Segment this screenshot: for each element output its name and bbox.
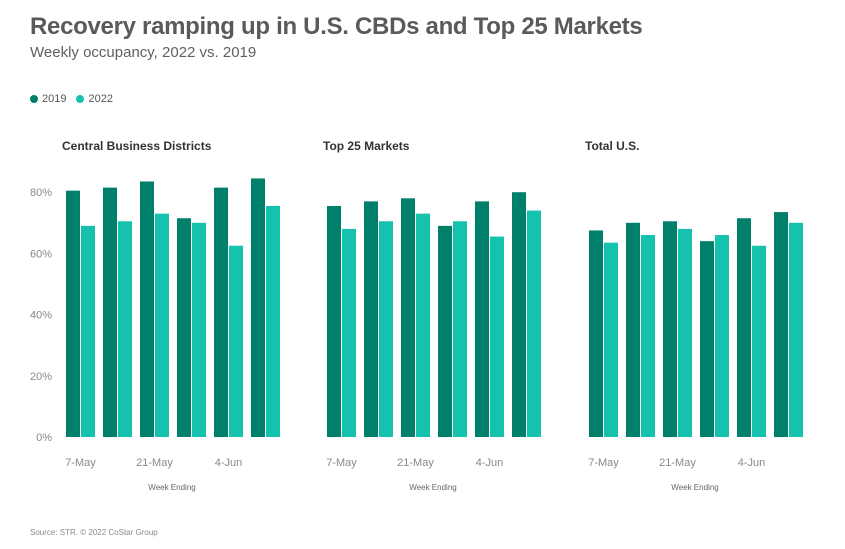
legend-item-2022[interactable]: 2022 bbox=[76, 93, 113, 105]
bar-2-2019-4[interactable] bbox=[737, 218, 751, 437]
x-axis-title-2: Week Ending bbox=[671, 483, 718, 492]
x-tick-label-2-2: 21-May bbox=[659, 457, 696, 469]
bar-1-2022-2[interactable] bbox=[416, 213, 430, 437]
x-tick-label-1-4: 4-Jun bbox=[476, 457, 504, 469]
bar-1-2022-5[interactable] bbox=[527, 210, 541, 437]
bar-1-2022-4[interactable] bbox=[490, 236, 504, 437]
chart-title: Recovery ramping up in U.S. CBDs and Top… bbox=[30, 13, 643, 40]
x-tick-label-0-0: 7-May bbox=[65, 457, 96, 469]
bar-2-2022-2[interactable] bbox=[678, 228, 692, 437]
bar-1-2019-0[interactable] bbox=[327, 205, 341, 437]
y-tick-label-0-1: 20% bbox=[30, 371, 52, 383]
x-tick-label-0-4: 4-Jun bbox=[215, 457, 243, 469]
chart-subtitle: Weekly occupancy, 2022 vs. 2019 bbox=[30, 44, 257, 61]
legend-label-2022: 2022 bbox=[88, 93, 113, 105]
bar-2-2022-1[interactable] bbox=[641, 235, 655, 437]
bar-1-2022-1[interactable] bbox=[379, 221, 393, 437]
legend-item-2019[interactable]: 2019 bbox=[30, 93, 66, 105]
bar-0-2022-0[interactable] bbox=[81, 225, 95, 437]
y-tick-label-0-0: 0% bbox=[36, 432, 52, 444]
legend-swatch-2019 bbox=[30, 95, 38, 103]
x-tick-label-2-0: 7-May bbox=[588, 457, 619, 469]
bar-1-2019-2[interactable] bbox=[401, 198, 415, 437]
source-note: Source: STR. © 2022 CoStar Group bbox=[30, 528, 158, 537]
legend: 2019 2022 bbox=[30, 93, 123, 105]
bar-1-2019-3[interactable] bbox=[438, 225, 452, 437]
panel-title-1: Top 25 Markets bbox=[323, 139, 410, 153]
bar-0-2019-0[interactable] bbox=[66, 190, 80, 437]
bar-0-2019-5[interactable] bbox=[251, 178, 265, 437]
bar-0-2019-4[interactable] bbox=[214, 187, 228, 437]
bar-1-2022-0[interactable] bbox=[342, 228, 356, 437]
bar-2-2022-5[interactable] bbox=[789, 222, 803, 437]
x-tick-label-2-4: 4-Jun bbox=[738, 457, 766, 469]
panel-title-0: Central Business Districts bbox=[62, 139, 212, 153]
y-tick-label-0-3: 60% bbox=[30, 248, 52, 260]
bar-1-2019-1[interactable] bbox=[364, 201, 378, 437]
x-tick-label-1-2: 21-May bbox=[397, 457, 434, 469]
bar-2-2022-3[interactable] bbox=[715, 235, 729, 437]
bar-0-2022-4[interactable] bbox=[229, 245, 243, 437]
bar-0-2019-2[interactable] bbox=[140, 181, 154, 437]
bar-1-2022-3[interactable] bbox=[453, 221, 467, 437]
bar-0-2022-3[interactable] bbox=[192, 222, 206, 437]
bar-2-2019-3[interactable] bbox=[700, 241, 714, 437]
bar-0-2022-2[interactable] bbox=[155, 213, 169, 437]
bar-2-2019-1[interactable] bbox=[626, 222, 640, 437]
bar-1-2019-5[interactable] bbox=[512, 192, 526, 437]
bar-2-2019-0[interactable] bbox=[589, 230, 603, 437]
bar-0-2022-1[interactable] bbox=[118, 221, 132, 437]
y-tick-label-0-2: 40% bbox=[30, 310, 52, 322]
x-tick-label-1-0: 7-May bbox=[326, 457, 357, 469]
x-tick-label-0-2: 21-May bbox=[136, 457, 173, 469]
bar-2-2022-0[interactable] bbox=[604, 242, 618, 437]
bar-2-2019-2[interactable] bbox=[663, 221, 677, 437]
bar-0-2019-3[interactable] bbox=[177, 218, 191, 437]
x-axis-title-1: Week Ending bbox=[409, 483, 456, 492]
bar-2-2019-5[interactable] bbox=[774, 212, 788, 437]
y-tick-label-0-4: 80% bbox=[30, 187, 52, 199]
x-axis-title-0: Week Ending bbox=[148, 483, 195, 492]
bar-0-2022-5[interactable] bbox=[266, 205, 280, 437]
panel-title-2: Total U.S. bbox=[585, 139, 639, 153]
legend-label-2019: 2019 bbox=[42, 93, 67, 105]
bar-0-2019-1[interactable] bbox=[103, 187, 117, 437]
bar-2-2022-4[interactable] bbox=[752, 245, 766, 437]
bar-1-2019-4[interactable] bbox=[475, 201, 489, 437]
legend-swatch-2022 bbox=[76, 95, 85, 103]
